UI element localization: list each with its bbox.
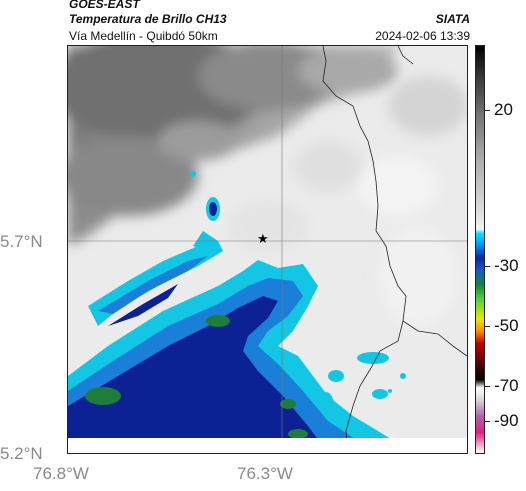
colorbar-tick <box>485 110 490 111</box>
cloud-speckles <box>121 171 406 393</box>
colorbar-tick <box>485 326 490 327</box>
product-title: Temperatura de Brillo CH13 <box>69 12 227 26</box>
satellite-map: ★ <box>67 45 468 454</box>
temperature-colorbar <box>475 45 485 454</box>
green-spots <box>85 315 308 439</box>
map-bottom-strip <box>68 438 467 453</box>
gray-cloud-region <box>68 46 398 246</box>
lat-label-5-2: 5.2°N <box>0 444 43 463</box>
lon-label-76-8: 76.8°W <box>33 464 89 483</box>
satellite-title: GOES-EAST <box>69 0 140 11</box>
datetime-label: 2024-02-06 13:39 <box>375 29 470 43</box>
lat-label-5-7: 5.7°N <box>0 232 43 251</box>
colorbar-label-neg50: -50 <box>494 316 519 335</box>
star-icon: ★ <box>257 231 269 246</box>
political-boundaries <box>322 46 467 453</box>
colorbar-label-neg70: -70 <box>494 376 519 395</box>
colorbar-label-neg30: -30 <box>494 256 519 275</box>
lon-label-76-3: 76.3°W <box>237 464 293 483</box>
colorbar-label-neg90: -90 <box>494 411 519 430</box>
org-label: SIATA <box>435 12 470 26</box>
colorbar-tick <box>485 386 490 387</box>
map-canvas <box>68 46 467 453</box>
graticule <box>68 46 467 453</box>
colorbar-label-20: 20 <box>494 100 513 119</box>
coldest-cloud-core <box>68 202 328 453</box>
colorbar-tick <box>485 266 490 267</box>
route-subtitle: Vía Medellín - Quibdó 50km <box>69 29 218 43</box>
colorbar-tick <box>485 421 490 422</box>
